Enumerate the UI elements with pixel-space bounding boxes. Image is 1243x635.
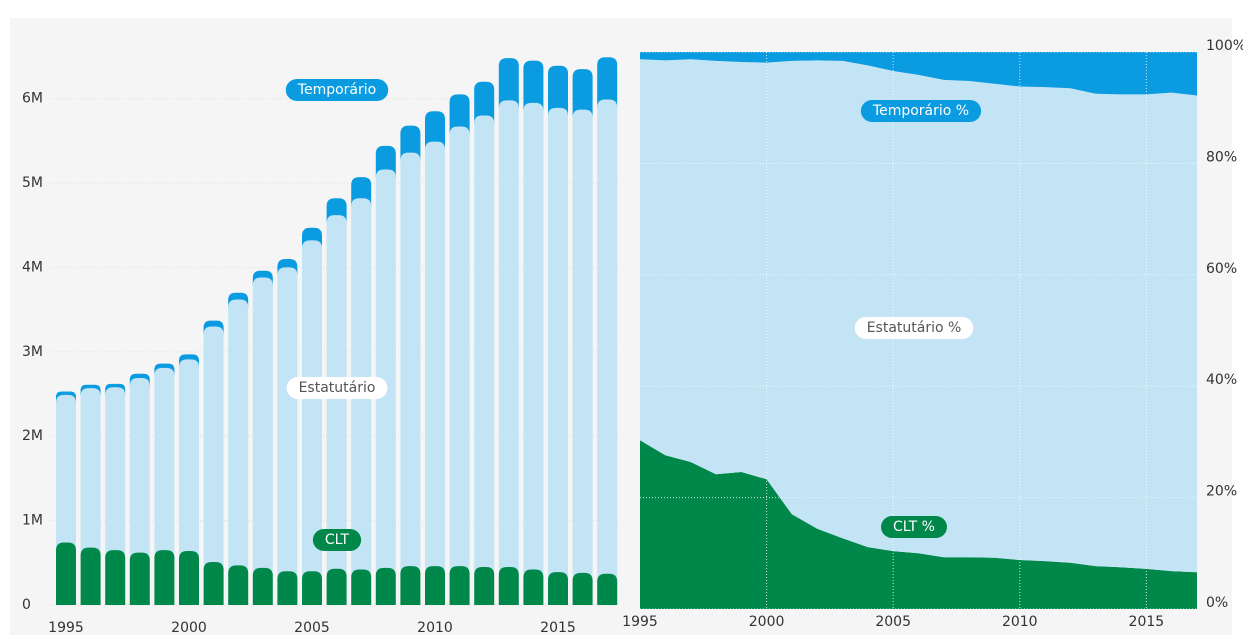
series-label-bg (285, 79, 389, 101)
bar-segment (56, 542, 76, 605)
y-tick-label: 6M (22, 91, 43, 107)
x-tick-label: 2015 (540, 620, 576, 635)
bar-segment (154, 367, 175, 559)
bar-segment (425, 141, 445, 575)
x-tick-label: 1995 (622, 614, 658, 630)
y-tick-label: 3M (22, 344, 43, 360)
series-label: CLT (325, 532, 350, 548)
y-tick-label: 0 (22, 597, 31, 613)
bar-segment (277, 267, 298, 580)
bar-segment (105, 387, 126, 559)
bar-segment (400, 152, 421, 575)
x-tick-label: 2010 (417, 620, 453, 635)
bar-segment (523, 569, 544, 605)
series-label: Temporário % (872, 103, 969, 119)
series-label-bg (312, 529, 362, 551)
x-tick-label: 2010 (1002, 614, 1038, 630)
bar-segment (425, 111, 445, 150)
bar-segment (597, 573, 618, 605)
series-label: Temporário (297, 82, 376, 98)
x-tick-label: 2015 (1129, 614, 1165, 630)
y-tick-label: 60% (1206, 261, 1237, 277)
x-tick-label: 2000 (171, 620, 207, 635)
bar-segment (302, 571, 322, 605)
bar-segment (449, 126, 470, 575)
y-tick-label: 100% (1206, 38, 1243, 54)
series-label-bg (881, 516, 947, 538)
area (640, 440, 1197, 609)
bar-segment (154, 550, 175, 605)
bar-segment (548, 107, 568, 581)
bar-segment (400, 125, 421, 161)
series-label-bg (286, 377, 388, 399)
bar-segment (351, 569, 372, 605)
bar-segment (105, 550, 126, 605)
series-label: Estatutário (299, 380, 376, 396)
area (640, 59, 1197, 573)
bar-segment (498, 567, 519, 605)
bar-segment (498, 100, 519, 576)
bar-segment (277, 571, 298, 605)
y-tick-label: 2M (22, 428, 43, 444)
bar-segment (474, 567, 495, 605)
bar-segment (228, 299, 249, 574)
y-tick-label: 0% (1206, 595, 1228, 611)
series-label: CLT % (893, 519, 935, 535)
x-tick-label: 2000 (749, 614, 785, 630)
bar-segment (548, 65, 568, 116)
bar-segment (252, 567, 273, 605)
series-label: Estatutário % (867, 320, 962, 336)
x-tick-label: 2005 (294, 620, 330, 635)
bar-segment (179, 550, 199, 605)
bar-segment (228, 565, 249, 605)
bar-segment (474, 81, 495, 124)
bar-segment (375, 169, 396, 576)
y-tick-label: 20% (1206, 484, 1237, 500)
bar-segment (449, 566, 470, 605)
bar-segment (572, 109, 593, 581)
bar-segment (548, 572, 568, 605)
bar-segment (449, 94, 470, 135)
bar-segment (302, 240, 322, 580)
bar-segment (523, 102, 544, 578)
x-tick-label: 2005 (875, 614, 911, 630)
bar-segment (523, 60, 544, 111)
y-tick-label: 1M (22, 513, 43, 529)
y-tick-label: 4M (22, 259, 43, 275)
bar-segment (400, 566, 421, 605)
series-label-bg (854, 317, 974, 339)
bar-segment (203, 326, 224, 570)
bar-segment (129, 552, 150, 605)
series-label-bg (860, 100, 982, 122)
bar-segment (252, 277, 273, 576)
bar-segment (572, 69, 593, 118)
bar-segment (375, 567, 396, 605)
bar-segment (597, 99, 618, 582)
bar-segment (474, 115, 495, 576)
bar-segment (425, 566, 445, 605)
bar-segment (80, 547, 101, 605)
bar-segment (56, 394, 76, 551)
y-tick-label: 80% (1206, 149, 1237, 165)
bar-segment (326, 568, 347, 605)
bar-segment (572, 572, 593, 605)
bar-segment (179, 359, 199, 559)
bar-segment (129, 377, 150, 561)
bar-segment (498, 58, 519, 109)
x-tick-label: 1995 (48, 620, 84, 635)
y-tick-label: 5M (22, 175, 43, 191)
area (640, 52, 1197, 96)
bar-segment (203, 561, 224, 605)
bar-segment (597, 57, 618, 108)
y-tick-label: 40% (1206, 372, 1237, 388)
bar-segment (375, 145, 396, 178)
bar-segment (80, 388, 101, 556)
